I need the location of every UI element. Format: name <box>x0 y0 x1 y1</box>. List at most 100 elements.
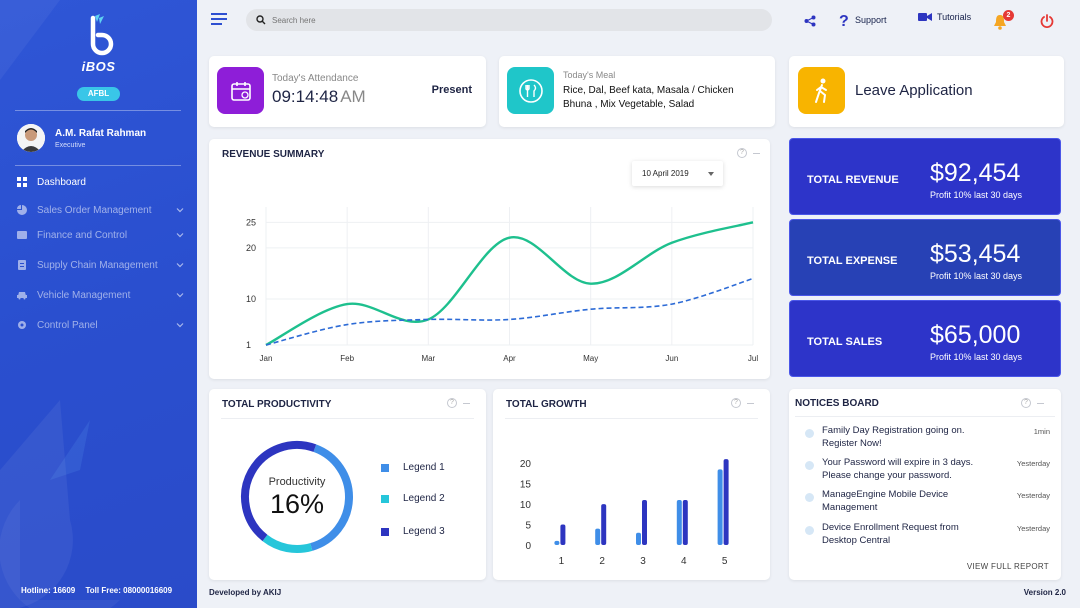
legend-item: Legend 3 <box>381 526 445 537</box>
minimize-icon[interactable] <box>747 402 754 404</box>
nav-item-finance-and-control[interactable]: Finance and Control <box>0 225 197 245</box>
total-revenue-card[interactable]: TOTAL REVENUE $92,454 Profit 10% last 30… <box>789 138 1061 215</box>
attendance-status: Present <box>431 84 472 96</box>
notice-time: Yesterday <box>1016 459 1050 468</box>
hamburger-menu-icon[interactable] <box>211 12 227 26</box>
top-bar: ? Support Tutorials 2 <box>197 0 1080 42</box>
bar-series-1 <box>717 469 723 545</box>
legend-label: Legend 2 <box>403 493 445 504</box>
productivity-title: TOTAL PRODUCTIVITY <box>222 399 332 410</box>
bar-series-2 <box>601 504 607 545</box>
minimize-icon[interactable] <box>1037 402 1044 404</box>
dashboard-icon <box>17 177 27 187</box>
legend-swatch <box>381 494 389 503</box>
date-select[interactable]: 10 April 2019 <box>632 161 723 186</box>
nav-item-sales-order-management[interactable]: Sales Order Management <box>0 200 197 220</box>
bar-series-2 <box>642 500 647 545</box>
user-role: Executive <box>55 142 86 149</box>
help-icon[interactable]: ? <box>731 398 741 408</box>
nav-item-control-panel[interactable]: Control Panel <box>0 315 197 335</box>
caret-down-icon <box>708 172 714 176</box>
nav-item-supply-chain-management[interactable]: Supply Chain Management <box>0 255 197 275</box>
attendance-label: Today's Attendance <box>272 73 359 84</box>
car-icon <box>17 292 27 300</box>
user-avatar-icon <box>17 124 45 152</box>
x-tick-label: Feb <box>340 354 354 363</box>
total-sales-card[interactable]: TOTAL SALES $65,000 Profit 10% last 30 d… <box>789 300 1061 377</box>
chevron-down-icon <box>176 233 184 238</box>
y-tick-label: 25 <box>246 217 256 227</box>
ibos-logo <box>90 14 114 56</box>
revenue-summary-title: REVENUE SUMMARY <box>222 149 325 160</box>
notice-text: Family Day Registration going on. Regist… <box>822 425 965 449</box>
attendance-time: 09:14:48 AM <box>272 87 366 107</box>
series-line-1 <box>265 221 754 347</box>
version-text: Version 2.0 <box>1023 588 1066 597</box>
notice-time: Yesterday <box>1016 524 1050 533</box>
nav-label: Control Panel <box>37 319 98 331</box>
donut-center-value: 16% <box>269 489 325 519</box>
meal-tile <box>507 67 554 114</box>
productivity-card: TOTAL PRODUCTIVITY ? Productivity 16% Le… <box>209 389 486 580</box>
nav-item-vehicle-management[interactable]: Vehicle Management <box>0 285 197 305</box>
leave-tile <box>798 67 845 114</box>
stat-label: TOTAL REVENUE <box>807 174 899 186</box>
meal-menu-line: Rice, Dal, Beef kata, Masala / Chicken <box>563 85 734 96</box>
minimize-icon[interactable] <box>753 152 760 154</box>
x-tick-label: 2 <box>599 556 605 567</box>
share-icon[interactable] <box>804 15 816 27</box>
help-icon[interactable]: ? <box>737 148 747 158</box>
view-full-report-link[interactable]: VIEW FULL REPORT <box>966 562 1049 571</box>
gear-icon <box>18 321 26 329</box>
y-tick-label: 15 <box>520 480 532 491</box>
y-tick-label: 0 <box>525 541 531 552</box>
svg-text:?: ? <box>839 13 849 28</box>
help-icon[interactable]: ? <box>1021 398 1031 408</box>
meal-label: Today's Meal <box>563 70 616 80</box>
donut-slice-1 <box>310 444 353 551</box>
donut-center-label: Productivity <box>268 476 326 488</box>
nav-label: Sales Order Management <box>37 204 152 216</box>
chevron-down-icon <box>176 293 184 298</box>
minimize-icon[interactable] <box>463 402 470 404</box>
sidebar-decoration <box>0 0 120 608</box>
notice-dot <box>805 461 814 470</box>
card-divider <box>221 418 474 419</box>
bar-series-2 <box>682 500 688 545</box>
company-badge[interactable]: AFBL <box>77 87 120 101</box>
power-icon[interactable] <box>1040 14 1054 28</box>
stat-label: TOTAL SALES <box>807 336 883 348</box>
y-tick-label: 20 <box>520 459 532 470</box>
nav-label: Vehicle Management <box>37 289 131 301</box>
x-tick-label: 5 <box>722 556 728 567</box>
notices-title: NOTICES BOARD <box>795 398 879 409</box>
chevron-down-icon <box>176 263 184 268</box>
x-tick-label: 1 <box>559 556 565 567</box>
nav-item-dashboard[interactable]: Dashboard <box>0 172 197 192</box>
y-tick-label: 1 <box>246 340 251 350</box>
card-tools: ? <box>447 398 470 408</box>
chevron-down-icon <box>176 323 184 328</box>
x-tick-label: 3 <box>640 556 646 567</box>
notice-text: Device Enrollment Request from Desktop C… <box>822 522 959 546</box>
x-tick-label: Jun <box>665 354 678 363</box>
notification-badge: 2 <box>1003 10 1014 21</box>
leave-application-card[interactable]: Leave Application <box>789 56 1064 127</box>
tutorials-link[interactable]: Tutorials <box>918 12 971 22</box>
legend-swatch <box>381 527 389 536</box>
productivity-donut-chart <box>241 441 353 553</box>
support-link[interactable]: ? Support <box>838 12 887 28</box>
search-input[interactable] <box>272 13 752 27</box>
help-icon[interactable]: ? <box>447 398 457 408</box>
tutorials-label: Tutorials <box>937 12 972 22</box>
notice-time: Yesterday <box>1016 491 1050 500</box>
bar-series-2 <box>723 459 729 545</box>
search-bar[interactable] <box>246 9 772 31</box>
calendar-icon <box>230 81 251 101</box>
stat-value: $92,454 <box>930 159 1021 187</box>
avatar[interactable] <box>17 124 45 152</box>
attendance-tile <box>217 67 264 114</box>
meal-card: Today's Meal Rice, Dal, Beef kata, Masal… <box>499 56 775 127</box>
stat-subtext: Profit 10% last 30 days <box>930 190 1023 200</box>
total-expense-card[interactable]: TOTAL EXPENSE $53,454 Profit 10% last 30… <box>789 219 1061 296</box>
